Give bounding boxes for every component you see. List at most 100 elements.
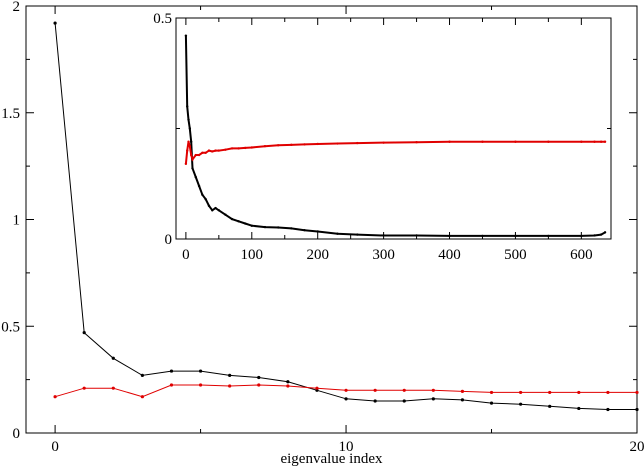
- inset-series-1-point: [184, 34, 188, 37]
- main-series-2-point: [286, 384, 290, 388]
- inset-series-1-point: [189, 140, 193, 143]
- inset-series-2-point: [197, 153, 201, 157]
- main-series-2-point: [111, 386, 115, 390]
- inset-series-2-point: [599, 140, 603, 143]
- inset-series-1-point: [217, 209, 221, 212]
- inset-series-2-point: [204, 151, 207, 155]
- main-series-1-point: [519, 402, 523, 406]
- inset-series-1-point: [237, 220, 240, 223]
- inset-series-1-point: [514, 234, 517, 238]
- inset-series-2-point: [224, 148, 227, 151]
- inset-series-2-point: [580, 140, 583, 143]
- inset-series-1-point: [547, 234, 550, 238]
- main-series-2-point: [431, 388, 435, 392]
- main-series-2-point: [140, 395, 144, 399]
- inset-series-1-point: [276, 226, 280, 229]
- main-series-2-point: [82, 386, 86, 390]
- inset-series-1-point: [188, 127, 192, 130]
- inset-y-tick-label: 0.5: [153, 11, 172, 27]
- inset-series-2-point: [187, 140, 190, 143]
- main-series-1-point: [257, 375, 261, 380]
- main-series-2-point: [315, 386, 319, 390]
- inset-series-2-point: [448, 140, 451, 143]
- main-series-1-point: [82, 331, 86, 335]
- main-series-2-point: [344, 388, 348, 392]
- inset-series-2-point: [188, 144, 192, 148]
- main-series-2-point: [489, 390, 494, 395]
- inset-x-tick-label: 400: [438, 247, 461, 263]
- main-series-2-point: [228, 384, 232, 388]
- inset-series-1-point: [186, 105, 189, 108]
- inset-x-tick-label: 200: [306, 247, 329, 263]
- main-series-1-point: [111, 356, 115, 360]
- inset-series-1-point: [290, 227, 293, 230]
- main-series-1-point: [577, 406, 581, 411]
- inset-series-2-point: [481, 140, 484, 143]
- inset-series-2-point: [263, 144, 267, 148]
- main-series-2-point: [198, 383, 203, 387]
- main-series-2-point: [257, 383, 261, 387]
- main-series-2-point: [606, 390, 610, 395]
- inset-series-2-point: [217, 149, 221, 152]
- inset-y-tick-label: 0: [165, 232, 173, 248]
- main-x-tick-label: 0: [51, 439, 59, 455]
- inset-series-1-point: [230, 217, 234, 221]
- main-series-1-point: [373, 399, 377, 403]
- inset-x-tick-label: 600: [570, 247, 593, 263]
- inset-series-2-point: [211, 150, 214, 153]
- inset-series-1-point: [356, 233, 359, 236]
- main-series-1-point: [344, 397, 348, 401]
- inset-series-1-point: [244, 222, 247, 225]
- inset-series-1-point: [603, 231, 607, 234]
- main-series-1-point: [431, 397, 435, 401]
- inset-series-1-point: [316, 230, 319, 233]
- inset-series-1-point: [191, 167, 194, 170]
- inset-series-2-point: [201, 151, 204, 155]
- inset-series-2-point: [191, 158, 194, 161]
- inset-series-1-point: [201, 193, 204, 196]
- inset-series-2-point: [593, 140, 596, 143]
- main-y-tick-label: 2: [13, 0, 21, 15]
- main-series-1-point: [635, 407, 639, 412]
- inset-series-1-point: [599, 233, 603, 236]
- inset-series-1-point: [303, 228, 306, 232]
- inset-series-2-point: [230, 147, 234, 150]
- inset-series-1-point: [382, 234, 385, 237]
- main-frame: [25, 5, 638, 434]
- inset-x-tick-label: 100: [241, 247, 264, 263]
- inset-series-2-point: [189, 153, 193, 157]
- main-series-2-point: [635, 390, 639, 395]
- inset-series-1-point: [204, 198, 207, 201]
- main-series-1-point: [286, 380, 290, 384]
- inset-series-1-point: [211, 209, 214, 212]
- inset-series-2-line: [184, 140, 606, 164]
- main-series-2-point: [548, 390, 552, 395]
- inset-series-1-point: [448, 234, 451, 238]
- inset-series-1-point: [263, 225, 267, 229]
- inset-series-1-point: [187, 118, 190, 121]
- main-series-2-point: [577, 390, 581, 395]
- inset-series-1-point: [415, 234, 418, 237]
- inset-series-2-point: [336, 142, 339, 145]
- inset-frame: [175, 17, 612, 240]
- inset-series-2-point: [184, 162, 188, 166]
- main-series-1-point: [460, 398, 465, 402]
- inset-series-2-point: [250, 146, 253, 149]
- inset-series-2-point: [290, 143, 293, 147]
- inset-series-1-point: [224, 213, 227, 216]
- inset-series-2-point: [303, 143, 306, 146]
- inset-chart: 0 100 200 300 400 500 600 0 0.5: [153, 11, 612, 263]
- main-series-1-point: [169, 369, 174, 373]
- inset-series-1-point: [197, 184, 201, 188]
- inset-series-2-point: [214, 149, 217, 152]
- inset-series-2-point: [603, 140, 607, 143]
- inset-series-1-point: [336, 232, 339, 235]
- inset-series-1-point: [593, 234, 596, 237]
- main-y-tick-label: 0: [13, 426, 21, 442]
- inset-series-2-point: [382, 141, 385, 144]
- main-series-1-point: [548, 404, 552, 408]
- main-series-1-point: [402, 399, 406, 403]
- main-x-axis-title: eigenvalue index: [280, 451, 383, 467]
